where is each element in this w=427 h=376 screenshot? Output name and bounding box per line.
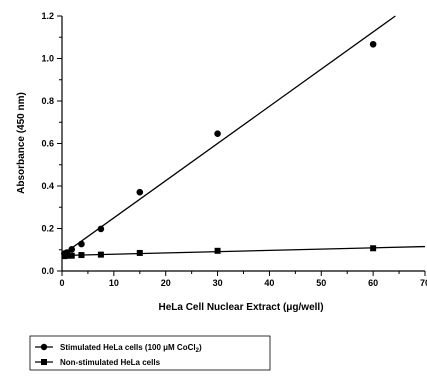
x-tick-label: 70 xyxy=(420,278,427,288)
data-point-series-1 xyxy=(68,252,75,259)
x-tick-label: 10 xyxy=(109,278,119,288)
data-point-series-1 xyxy=(214,247,221,254)
legend-label-stimulated-suffix: ) xyxy=(199,343,202,352)
legend-label-stimulated: Stimulated HeLa cells (100 μM CoCl2) xyxy=(60,343,202,354)
data-point-series-0 xyxy=(68,246,76,253)
data-point-series-1 xyxy=(136,249,143,256)
fit-lines xyxy=(61,15,426,257)
y-tick-label: 0.0 xyxy=(41,266,54,276)
legend-marker-nonstimulated xyxy=(41,359,47,365)
legend-label-stimulated-main: Stimulated HeLa cells (100 μM CoCl xyxy=(60,343,196,352)
x-axis-label: HeLa Cell Nuclear Extract (μg/well) xyxy=(158,302,323,313)
legend: Stimulated HeLa cells (100 μM CoCl2) Non… xyxy=(29,335,271,371)
y-tick-label: 0.4 xyxy=(41,181,54,191)
y-tick-label: 0.8 xyxy=(41,96,54,106)
y-tick-label: 0.6 xyxy=(41,139,54,149)
fit-line-series-1 xyxy=(61,245,426,257)
x-tick-label: 0 xyxy=(59,278,64,288)
y-axis-label: Absorbance (450 nm) xyxy=(16,92,27,194)
markers xyxy=(61,40,377,260)
legend-label-stimulated-subscript: 2 xyxy=(196,348,200,354)
data-point-series-1 xyxy=(78,252,85,259)
y-ticks: 0.0 0.2 0.4 0.6 0.8 1.0 1.2 xyxy=(41,11,62,276)
fit-line-series-0 xyxy=(61,15,396,256)
data-point-series-1 xyxy=(63,252,70,259)
data-point-series-0 xyxy=(136,188,144,196)
data-point-series-1 xyxy=(97,251,104,258)
x-ticks: 0 10 20 30 40 50 60 70 xyxy=(59,271,427,288)
data-point-series-1 xyxy=(370,245,377,252)
data-point-series-0 xyxy=(78,240,85,248)
y-tick-label: 0.2 xyxy=(41,224,54,234)
plot-frame xyxy=(61,16,425,272)
legend-label-nonstimulated: Non-stimulated HeLa cells xyxy=(60,358,161,367)
y-tick-label: 1.2 xyxy=(41,11,54,21)
x-tick-label: 30 xyxy=(213,278,223,288)
y-tick-label: 1.0 xyxy=(41,54,54,64)
x-tick-label: 20 xyxy=(161,278,171,288)
data-point-series-0 xyxy=(369,40,377,48)
x-tick-label: 50 xyxy=(316,278,326,288)
x-tick-label: 40 xyxy=(264,278,274,288)
data-point-series-0 xyxy=(97,225,105,233)
legend-marker-stimulated xyxy=(40,343,48,351)
x-tick-label: 60 xyxy=(368,278,378,288)
legend-box xyxy=(29,335,271,371)
data-point-series-0 xyxy=(214,130,221,138)
